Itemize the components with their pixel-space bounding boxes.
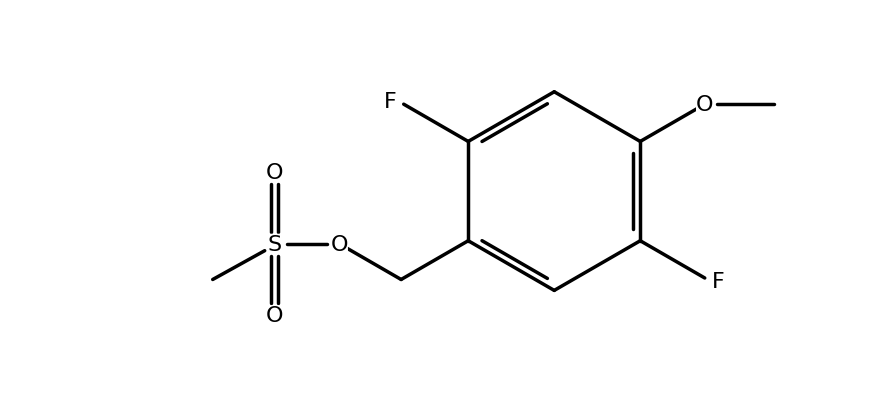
Text: O: O: [331, 234, 348, 254]
Text: S: S: [268, 234, 282, 254]
Text: F: F: [384, 92, 397, 112]
Text: O: O: [696, 95, 713, 115]
Text: O: O: [266, 163, 284, 183]
Text: O: O: [266, 306, 284, 326]
Text: F: F: [712, 271, 725, 291]
